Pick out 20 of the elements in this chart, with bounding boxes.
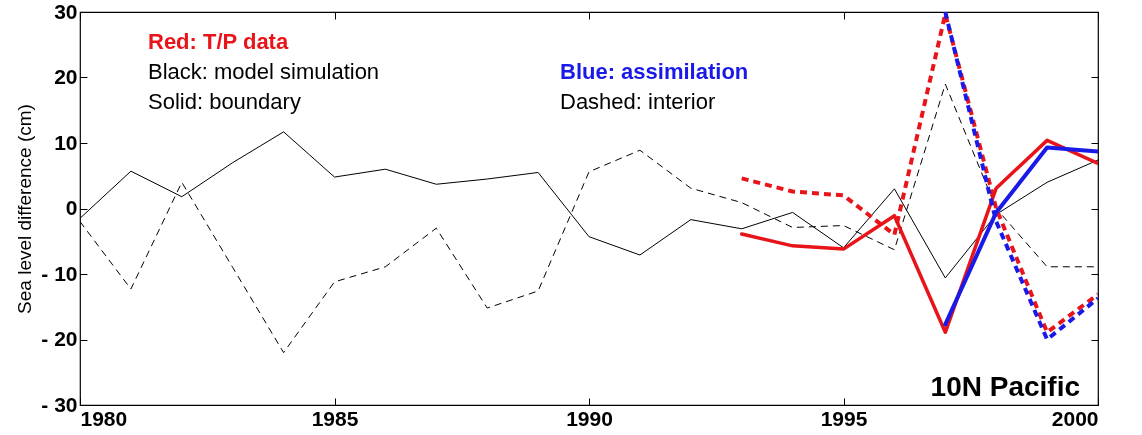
y-tick-label: 20	[54, 65, 78, 88]
annotation: Red: T/P data	[148, 29, 289, 54]
y-tick-label: 10	[54, 130, 78, 154]
y-axis-title: Sea level difference (cm)	[14, 104, 36, 314]
x-tick-label: 1995	[820, 406, 868, 430]
y-tick-label: - 20	[41, 327, 78, 350]
y-tick-label: - 30	[41, 392, 78, 416]
annotation: Dashed: interior	[560, 89, 716, 114]
x-tick-label: 1985	[311, 406, 359, 430]
x-tick-label: 2000	[1051, 406, 1099, 430]
x-tick-label: 1990	[566, 406, 613, 430]
x-tick-label: 1980	[80, 406, 128, 430]
line-series	[943, 12, 1098, 342]
y-tick-label: - 10	[41, 261, 78, 285]
annotation: 10N Pacific	[930, 371, 1080, 402]
annotation: Solid: boundary	[148, 89, 301, 114]
y-tick-label: 0	[65, 196, 78, 219]
y-tick-label: 30	[54, 0, 78, 23]
annotation: Blue: assimilation	[560, 59, 749, 84]
annotation: Black: model simulation	[148, 59, 380, 84]
